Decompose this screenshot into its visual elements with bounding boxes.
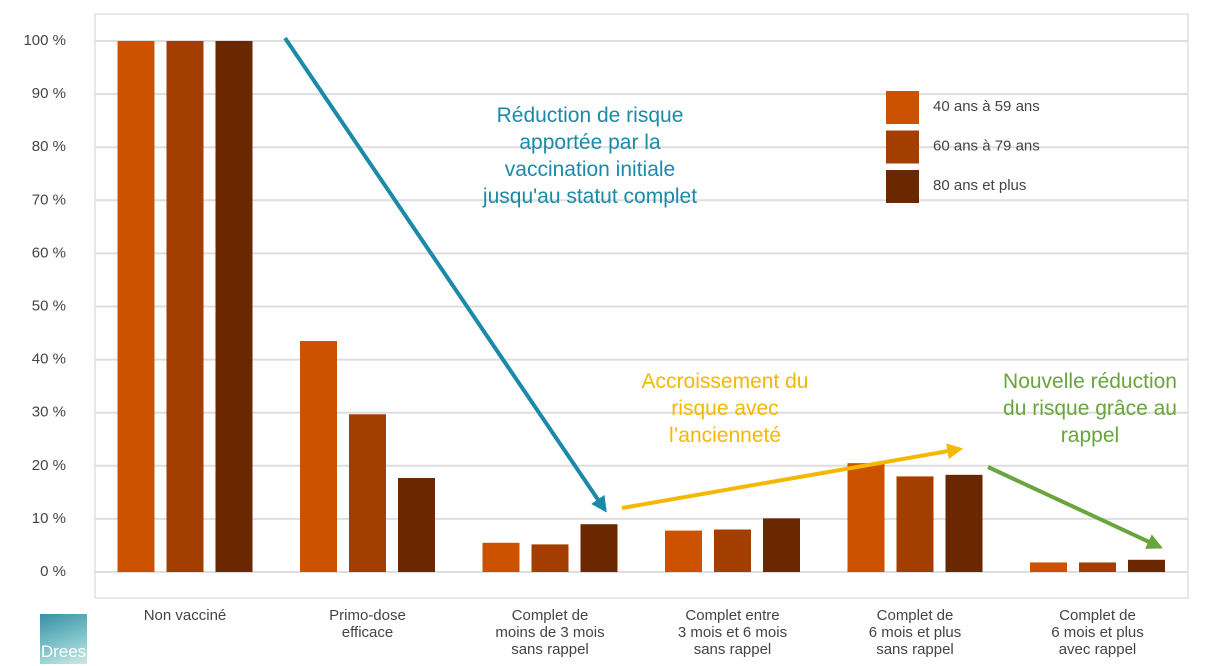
x-tick-label: Complet de 6 mois et plus sans rappel xyxy=(868,607,962,658)
y-tick-label: 40 % xyxy=(32,351,66,368)
bar xyxy=(349,414,386,572)
y-tick-label: 80 % xyxy=(32,138,66,155)
bar xyxy=(166,41,204,572)
legend-label: 60 ans à 79 ans xyxy=(933,137,1040,154)
x-tick-label: Complet de moins de 3 mois sans rappel xyxy=(495,607,605,658)
bar xyxy=(482,542,520,572)
annotation: Accroissement du risque avec l’anciennet… xyxy=(641,370,809,447)
legend-swatch xyxy=(886,91,919,124)
bar xyxy=(1030,562,1067,572)
y-tick-label: 20 % xyxy=(32,457,66,474)
bar xyxy=(398,478,435,572)
bar xyxy=(896,476,934,572)
bar xyxy=(714,529,751,572)
bar xyxy=(580,524,618,572)
legend-swatch xyxy=(886,130,919,164)
y-tick-label: 0 % xyxy=(40,563,66,580)
bar xyxy=(215,41,253,572)
annotation: Nouvelle réduction du risque grâce au ra… xyxy=(1003,370,1177,447)
bar xyxy=(847,463,885,572)
bar xyxy=(763,518,800,572)
x-tick-label: Complet entre 3 mois et 6 mois sans rapp… xyxy=(677,607,788,658)
annotation-arrow xyxy=(987,465,1163,549)
bar xyxy=(1128,559,1165,572)
y-tick-label: 100 % xyxy=(23,32,66,49)
x-tick-label: Non vacciné xyxy=(143,607,227,624)
y-tick-label: 30 % xyxy=(32,404,66,421)
annotation-arrow xyxy=(283,36,607,513)
x-tick-label: Complet de 6 mois et plus avec rappel xyxy=(1051,607,1144,658)
bar xyxy=(1079,562,1116,572)
bar xyxy=(117,41,155,572)
y-tick-label: 10 % xyxy=(32,510,66,527)
bar xyxy=(300,341,337,572)
legend-label: 80 ans et plus xyxy=(933,177,1026,194)
y-tick-label: 50 % xyxy=(32,297,66,314)
x-tick-label: Primo-dose efficace xyxy=(329,607,406,641)
bar xyxy=(945,474,983,572)
annotation-arrow xyxy=(621,443,964,510)
logo: Drees xyxy=(40,614,87,664)
y-tick-label: 70 % xyxy=(32,191,66,208)
annotation: Réduction de risque apportée par la vacc… xyxy=(482,104,698,208)
legend-label: 40 ans à 59 ans xyxy=(933,98,1040,115)
legend-swatch xyxy=(886,170,919,203)
y-tick-label: 90 % xyxy=(32,85,66,102)
y-tick-label: 60 % xyxy=(32,244,66,261)
bar xyxy=(531,544,569,572)
bar xyxy=(665,530,702,572)
